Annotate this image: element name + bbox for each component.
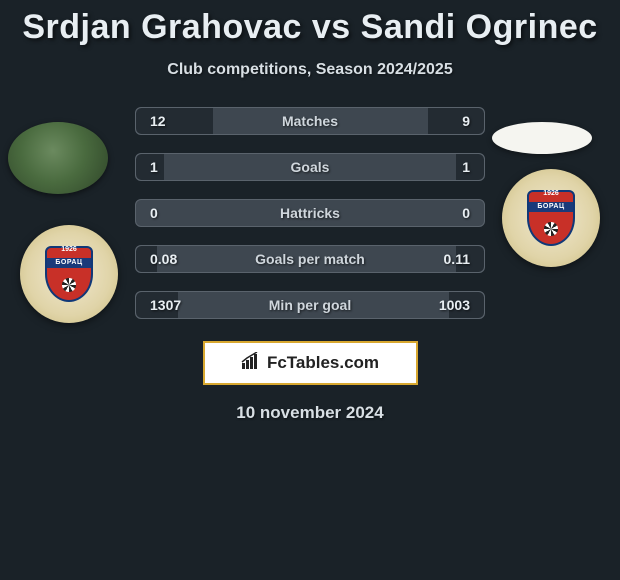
stat-value-right: 9 <box>430 113 470 129</box>
badge-shield: 1926 БОРАЦ <box>45 246 93 302</box>
stat-label: Hattricks <box>190 205 430 221</box>
content-region: 1926 БОРАЦ 1926 БОРАЦ 12Matches91Goals10… <box>0 107 620 423</box>
badge-year: 1926 <box>61 246 77 253</box>
source-logo-text: FcTables.com <box>267 353 379 373</box>
stat-row: 0Hattricks0 <box>135 199 485 227</box>
stat-value-right: 1 <box>430 159 470 175</box>
stat-label: Min per goal <box>190 297 430 313</box>
stat-value-left: 1 <box>150 159 190 175</box>
badge-shield: 1926 БОРАЦ <box>527 190 575 246</box>
stat-value-right: 0 <box>430 205 470 221</box>
stat-label: Goals per match <box>190 251 430 267</box>
stat-row: 12Matches9 <box>135 107 485 135</box>
stat-row: 0.08Goals per match0.11 <box>135 245 485 273</box>
player1-club-badge: 1926 БОРАЦ <box>20 225 118 323</box>
stat-value-right: 1003 <box>430 297 470 313</box>
badge-text: БОРАЦ <box>529 202 573 212</box>
badge-ball-icon <box>62 278 76 292</box>
comparison-title: Srdjan Grahovac vs Sandi Ogrinec <box>0 0 620 47</box>
badge-text: БОРАЦ <box>47 258 91 268</box>
source-logo: FcTables.com <box>203 341 418 385</box>
badge-ball-icon <box>544 222 558 236</box>
comparison-date: 10 november 2024 <box>0 403 620 423</box>
stat-value-left: 1307 <box>150 297 190 313</box>
player2-club-badge: 1926 БОРАЦ <box>502 169 600 267</box>
stat-row: 1Goals1 <box>135 153 485 181</box>
stat-label: Goals <box>190 159 430 175</box>
stat-value-left: 0 <box>150 205 190 221</box>
stat-label: Matches <box>190 113 430 129</box>
badge-year: 1926 <box>543 190 559 197</box>
chart-icon <box>241 352 263 375</box>
stat-value-left: 12 <box>150 113 190 129</box>
player2-avatar <box>492 122 592 154</box>
stat-value-right: 0.11 <box>430 251 470 267</box>
comparison-subtitle: Club competitions, Season 2024/2025 <box>0 61 620 79</box>
stat-row: 1307Min per goal1003 <box>135 291 485 319</box>
player1-avatar <box>8 122 108 194</box>
stat-value-left: 0.08 <box>150 251 190 267</box>
stats-table: 12Matches9 1Goals1 0Hattricks0 0.08Goals pe… <box>135 107 485 319</box>
